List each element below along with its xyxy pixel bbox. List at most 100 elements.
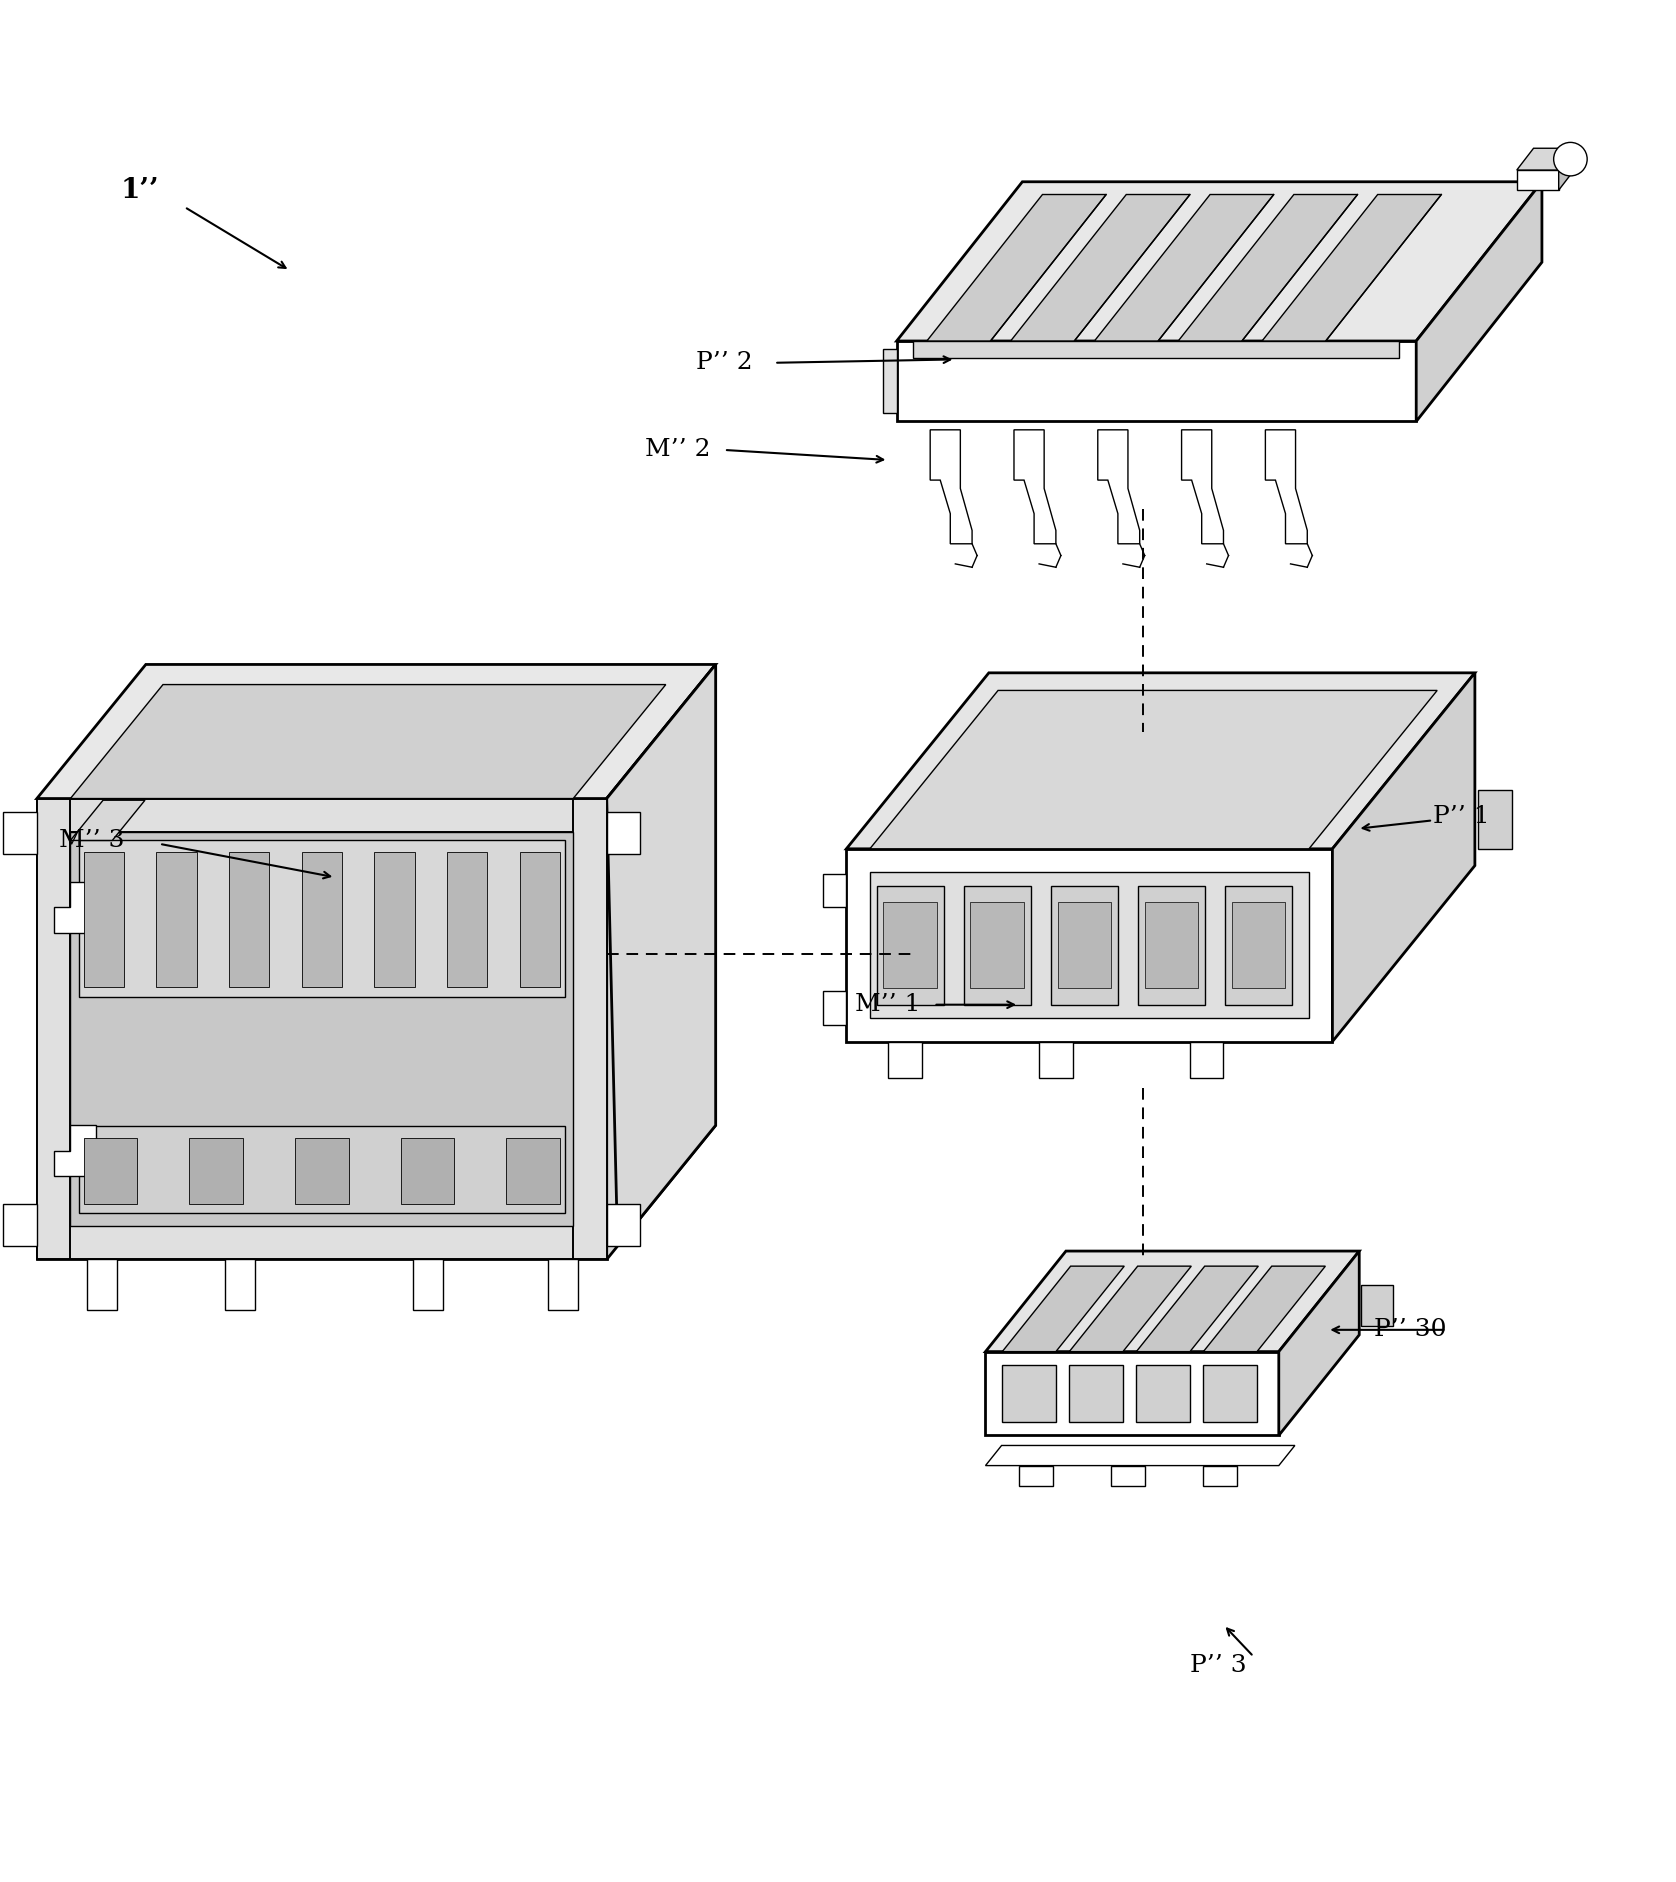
Polygon shape xyxy=(520,853,560,988)
Polygon shape xyxy=(1203,1267,1326,1351)
Polygon shape xyxy=(1517,169,1559,190)
Text: P’’ 30: P’’ 30 xyxy=(1374,1317,1446,1342)
Text: P’’ 1: P’’ 1 xyxy=(1433,805,1490,828)
Polygon shape xyxy=(913,341,1399,358)
Polygon shape xyxy=(927,194,1106,341)
Polygon shape xyxy=(374,853,414,988)
Polygon shape xyxy=(607,664,716,1259)
Polygon shape xyxy=(1098,429,1140,544)
Polygon shape xyxy=(897,341,1416,422)
Polygon shape xyxy=(295,1137,349,1204)
Polygon shape xyxy=(84,1137,137,1204)
Text: P’’ 3: P’’ 3 xyxy=(1190,1654,1247,1677)
Polygon shape xyxy=(1517,149,1575,169)
Polygon shape xyxy=(1014,429,1056,544)
Polygon shape xyxy=(870,691,1436,849)
Polygon shape xyxy=(607,664,716,1246)
Polygon shape xyxy=(877,886,944,1005)
Polygon shape xyxy=(3,1204,37,1246)
Polygon shape xyxy=(412,1259,442,1310)
Polygon shape xyxy=(156,853,196,988)
Polygon shape xyxy=(897,183,1542,341)
Polygon shape xyxy=(1361,1285,1393,1327)
Polygon shape xyxy=(87,1259,117,1310)
Polygon shape xyxy=(1011,194,1190,341)
Polygon shape xyxy=(225,1259,255,1310)
Text: M’’ 1: M’’ 1 xyxy=(855,994,920,1016)
Polygon shape xyxy=(1182,429,1223,544)
Polygon shape xyxy=(548,1259,578,1310)
Polygon shape xyxy=(1118,691,1254,849)
Polygon shape xyxy=(1094,194,1274,341)
Polygon shape xyxy=(573,798,607,1259)
Circle shape xyxy=(1554,143,1587,175)
Polygon shape xyxy=(1069,1267,1192,1351)
Text: 1’’: 1’’ xyxy=(121,177,159,203)
Polygon shape xyxy=(846,674,1475,849)
Polygon shape xyxy=(1111,1466,1145,1485)
Polygon shape xyxy=(1039,1041,1073,1078)
Polygon shape xyxy=(1136,1267,1259,1351)
Text: M’’ 2: M’’ 2 xyxy=(645,439,711,461)
Polygon shape xyxy=(985,1445,1296,1466)
Polygon shape xyxy=(54,883,96,933)
Polygon shape xyxy=(79,1125,565,1212)
Polygon shape xyxy=(54,1125,96,1176)
Polygon shape xyxy=(1232,903,1285,988)
Polygon shape xyxy=(1559,149,1575,190)
Polygon shape xyxy=(1262,194,1441,341)
Polygon shape xyxy=(888,1041,922,1078)
Polygon shape xyxy=(964,886,1031,1005)
Polygon shape xyxy=(944,691,1079,849)
Polygon shape xyxy=(1058,903,1111,988)
Polygon shape xyxy=(930,429,972,544)
Text: M’’ 3: M’’ 3 xyxy=(59,828,124,853)
Polygon shape xyxy=(985,1351,1279,1436)
Polygon shape xyxy=(79,841,565,997)
Polygon shape xyxy=(1019,1466,1053,1485)
Polygon shape xyxy=(1225,886,1292,1005)
Polygon shape xyxy=(1031,691,1166,849)
Polygon shape xyxy=(870,871,1309,1018)
Polygon shape xyxy=(985,1252,1359,1351)
Polygon shape xyxy=(883,350,897,412)
Polygon shape xyxy=(1203,1364,1257,1423)
Polygon shape xyxy=(883,903,937,988)
Polygon shape xyxy=(1069,1364,1123,1423)
Polygon shape xyxy=(1203,1466,1237,1485)
Polygon shape xyxy=(1416,183,1542,422)
Polygon shape xyxy=(1178,194,1358,341)
Polygon shape xyxy=(823,873,846,907)
Polygon shape xyxy=(37,798,607,1259)
Polygon shape xyxy=(823,992,846,1026)
Polygon shape xyxy=(302,853,342,988)
Polygon shape xyxy=(70,800,144,841)
Polygon shape xyxy=(1279,1252,1359,1436)
Polygon shape xyxy=(189,1137,243,1204)
Polygon shape xyxy=(1190,1041,1223,1078)
Polygon shape xyxy=(1292,691,1428,849)
Polygon shape xyxy=(1265,429,1307,544)
Polygon shape xyxy=(607,1204,640,1246)
Polygon shape xyxy=(1002,1364,1056,1423)
Polygon shape xyxy=(1145,903,1198,988)
Polygon shape xyxy=(37,798,70,1259)
Polygon shape xyxy=(37,664,716,798)
Polygon shape xyxy=(1332,674,1475,1041)
Polygon shape xyxy=(401,1137,454,1204)
Polygon shape xyxy=(1002,1267,1125,1351)
Polygon shape xyxy=(37,798,607,832)
Polygon shape xyxy=(1136,1364,1190,1423)
Polygon shape xyxy=(84,853,124,988)
Polygon shape xyxy=(230,853,270,988)
Polygon shape xyxy=(506,1137,560,1204)
Polygon shape xyxy=(3,811,37,854)
Polygon shape xyxy=(1478,790,1512,849)
Polygon shape xyxy=(970,903,1024,988)
Text: P’’ 2: P’’ 2 xyxy=(696,352,753,375)
Polygon shape xyxy=(1051,886,1118,1005)
Polygon shape xyxy=(846,849,1332,1041)
Polygon shape xyxy=(607,811,640,854)
Polygon shape xyxy=(1138,886,1205,1005)
Polygon shape xyxy=(37,1225,607,1259)
